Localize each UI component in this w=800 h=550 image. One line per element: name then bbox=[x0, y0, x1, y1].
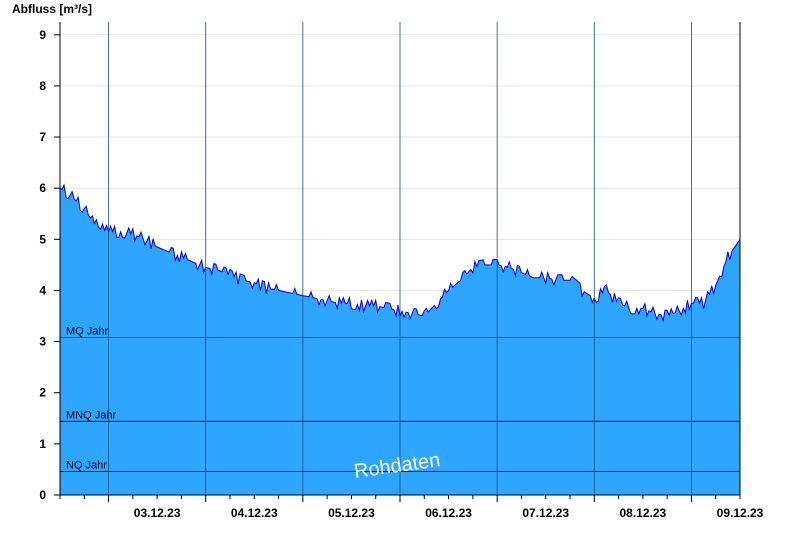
y-axis-label: Abfluss [m³/s] bbox=[12, 2, 92, 16]
y-tick-label: 5 bbox=[39, 232, 46, 246]
day-separator-lines bbox=[108, 22, 692, 495]
x-tick-label: 07.12.23 bbox=[522, 506, 569, 520]
y-tick-label: 3 bbox=[39, 335, 46, 349]
y-tick-label: 6 bbox=[39, 181, 46, 195]
y-tick-label: 4 bbox=[39, 283, 46, 297]
x-tick-label: 05.12.23 bbox=[328, 506, 375, 520]
x-tick-label: 08.12.23 bbox=[619, 506, 666, 520]
x-tick-label: 06.12.23 bbox=[425, 506, 472, 520]
y-tick-label: 7 bbox=[39, 130, 46, 144]
x-tick-label: 09.12.23 bbox=[717, 506, 764, 520]
x-tick-label: 03.12.23 bbox=[134, 506, 181, 520]
y-tick-label: 8 bbox=[39, 79, 46, 93]
reference-label: NQ Jahr bbox=[66, 459, 107, 471]
reference-lines: MQ Jahr MNQ Jahr NQ Jahr bbox=[60, 326, 740, 472]
x-tick-label: 04.12.23 bbox=[231, 506, 278, 520]
y-tick-label: 1 bbox=[39, 437, 46, 451]
y-tick-label: 9 bbox=[39, 28, 46, 42]
y-tick-label: 0 bbox=[39, 488, 46, 502]
axes: 0 1 2 3 4 5 6 7 8 9 03.12.23 04.12.23 05.12.23 06.12.… bbox=[39, 22, 764, 520]
reference-label: MQ Jahr bbox=[66, 326, 109, 338]
y-tick-label: 2 bbox=[39, 386, 46, 400]
reference-label: MNQ Jahr bbox=[66, 409, 116, 421]
